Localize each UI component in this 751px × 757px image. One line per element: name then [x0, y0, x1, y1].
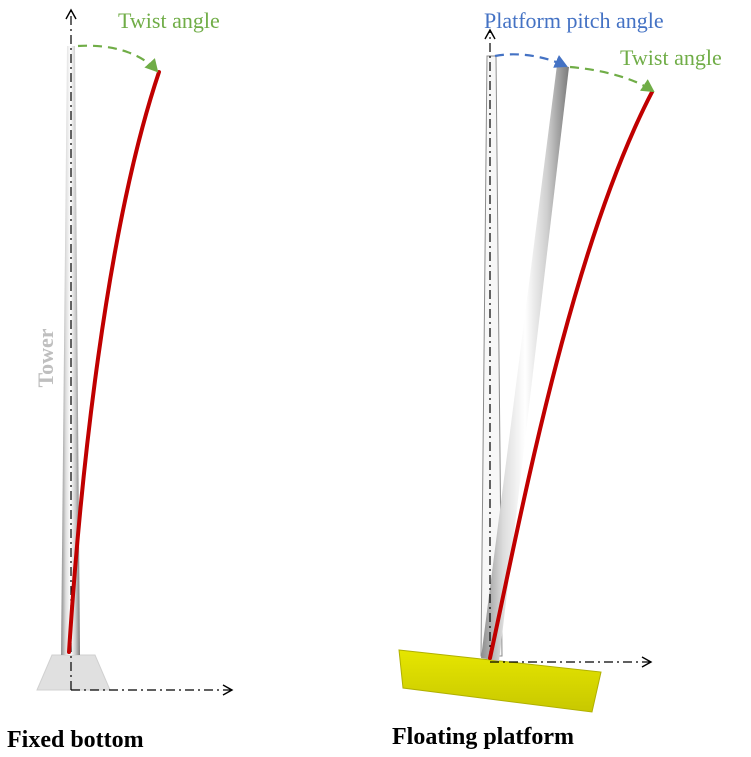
fixed-base: [36, 654, 111, 691]
floating-deflection-curve: [488, 90, 654, 660]
floating-platform-panel: Platform pitch angle Twist angle Floatin…: [392, 8, 722, 750]
reference-tower-outline: [480, 55, 503, 657]
pitch-angle-arrow: [494, 53, 568, 68]
floating-twist-label: Twist angle: [620, 45, 722, 70]
fixed-twist-arrow: [77, 44, 159, 73]
fixed-bottom-caption: Fixed bottom: [7, 727, 144, 752]
fixed-bottom-panel: Twist angle Tower Fixed bottom: [7, 8, 234, 753]
fixed-twist-label: Twist angle: [118, 8, 220, 33]
fixed-deflection-curve: [67, 70, 161, 654]
floating-twist-arrow: [569, 65, 655, 93]
floating-platform: [398, 649, 602, 713]
tower-label: Tower: [33, 328, 58, 387]
pitched-tower: [481, 65, 569, 661]
fixed-tower: [61, 46, 80, 655]
floating-platform-caption: Floating platform: [392, 724, 574, 750]
pitch-angle-label: Platform pitch angle: [484, 8, 664, 33]
